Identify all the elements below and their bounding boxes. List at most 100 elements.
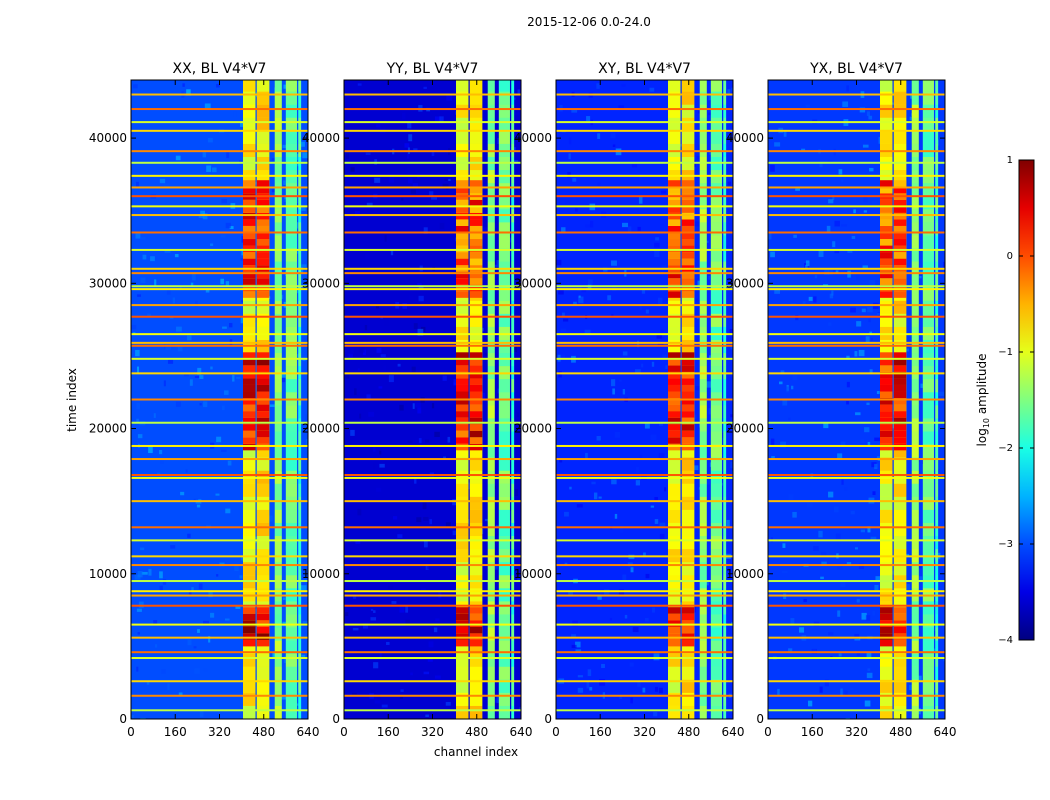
panel-title: XY, BL V4*V7 (598, 61, 691, 77)
noise-cell (282, 144, 287, 149)
y-tick-label: 0 (544, 712, 552, 726)
noise-cell (159, 178, 166, 184)
noise-cell (779, 381, 783, 385)
emission-cell (256, 417, 270, 425)
band-cell (511, 274, 515, 288)
rfi-row (344, 594, 521, 597)
noise-cell (421, 588, 426, 592)
band-cell (487, 522, 495, 537)
band-cell (893, 666, 907, 680)
band-cell (285, 300, 297, 314)
emission-cell (243, 232, 256, 240)
emission-cell (469, 284, 483, 292)
band-cell (935, 614, 939, 628)
noise-cell (637, 681, 641, 687)
band-cell (298, 509, 302, 523)
band-cell (498, 300, 510, 314)
noise-cell (868, 115, 873, 120)
band-cell (880, 705, 893, 719)
noise-cell (160, 459, 164, 464)
band-cell (285, 444, 297, 458)
emission-cell (243, 278, 256, 285)
band-cell (487, 405, 495, 419)
band-cell (285, 653, 297, 667)
band-cell (710, 300, 722, 314)
noise-cell (821, 551, 827, 557)
band-cell (922, 431, 934, 445)
band-cell (699, 522, 707, 537)
band-cell (298, 601, 302, 615)
noise-cell (636, 467, 639, 473)
noise-cell (619, 696, 623, 700)
emission-cell (456, 626, 469, 634)
noise-cell (202, 152, 207, 158)
emission-cell (668, 291, 681, 298)
x-tick-label: 160 (164, 725, 187, 739)
band-cell (498, 313, 510, 327)
noise-cell (447, 436, 451, 443)
noise-cell (399, 605, 405, 613)
noise-cell (365, 253, 370, 259)
emission-cell (893, 365, 907, 372)
noise-cell (399, 404, 404, 411)
band-cell (911, 313, 919, 327)
emission-cell (668, 245, 681, 253)
rfi-row (768, 267, 945, 270)
noise-cell (136, 608, 142, 612)
rfi-row (344, 372, 521, 375)
rfi-row (344, 474, 521, 477)
x-tick-label: 480 (252, 725, 275, 739)
noise-cell (198, 215, 205, 219)
band-cell (498, 418, 510, 432)
noise-cell (136, 403, 141, 410)
band-cell (285, 117, 297, 131)
noise-cell (484, 518, 488, 522)
noise-cell (770, 251, 775, 258)
noise-cell (571, 109, 578, 113)
panel-title: YY, BL V4*V7 (386, 61, 479, 77)
rfi-row (131, 174, 308, 177)
noise-cell (170, 545, 176, 549)
band-cell (256, 130, 270, 144)
noise-cell (182, 83, 185, 87)
emission-cell (880, 271, 893, 279)
band-cell (911, 104, 919, 118)
band-cell (710, 431, 722, 445)
emission-cell (893, 245, 907, 253)
noise-cell (141, 571, 148, 575)
band-cell (723, 705, 727, 719)
noise-cell (645, 573, 650, 579)
rfi-row (768, 214, 945, 217)
emission-cell (668, 371, 681, 379)
rfi-row (556, 657, 733, 660)
noise-cell (611, 379, 616, 387)
band-cell (256, 666, 270, 680)
band-cell (487, 536, 495, 550)
emission-cell (469, 199, 483, 207)
noise-cell (795, 188, 800, 191)
band-cell (274, 300, 282, 314)
x-tick-label: 320 (208, 725, 231, 739)
band-cell (699, 509, 707, 523)
noise-cell (854, 638, 861, 641)
band-cell (723, 536, 727, 550)
band-cell (274, 522, 282, 537)
noise-cell (410, 189, 417, 194)
rfi-row (344, 657, 521, 660)
rfi-row (344, 604, 521, 607)
emission-cell (681, 391, 695, 399)
noise-cell (405, 619, 410, 626)
x-tick-label: 160 (377, 725, 400, 739)
band-cell (911, 614, 919, 628)
rfi-row (344, 304, 521, 307)
band-cell (298, 457, 302, 471)
noise-cell (439, 222, 445, 230)
rfi-row (344, 539, 521, 542)
band-cell (723, 614, 727, 628)
noise-cell (862, 144, 869, 148)
band-cell (274, 222, 282, 236)
noise-cell (357, 83, 362, 86)
noise-cell (451, 445, 456, 450)
noise-cell (558, 288, 564, 295)
heatmap-image (344, 80, 521, 719)
